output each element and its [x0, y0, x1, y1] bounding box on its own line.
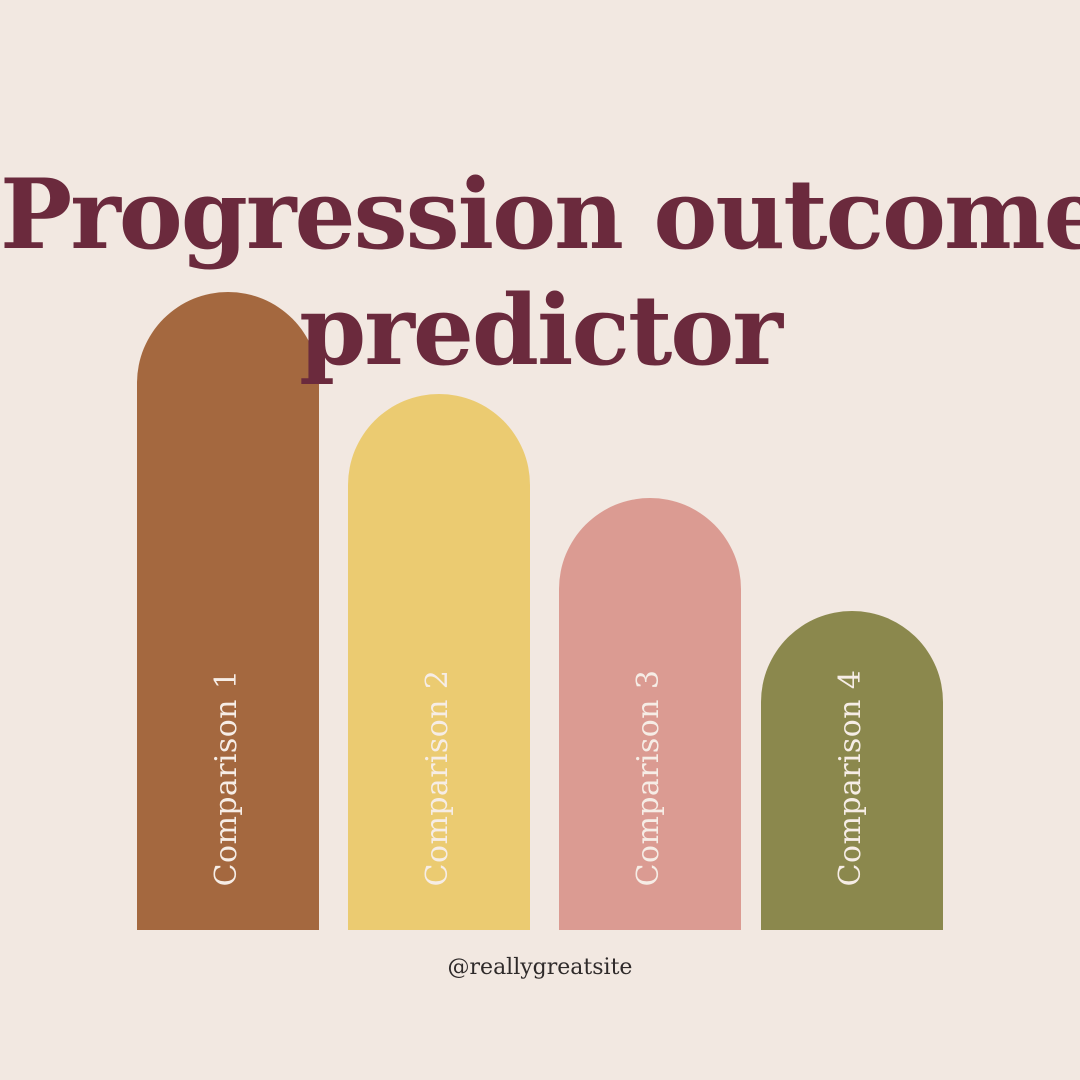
bar-label-2: Comparison 2: [420, 670, 455, 887]
title-line-2: predictor: [299, 274, 783, 387]
bar-2: [348, 394, 530, 930]
bar-4: [761, 611, 943, 930]
bar-1: [137, 292, 319, 930]
bar-label-4: Comparison 4: [833, 670, 868, 887]
bar-label-1: Comparison 1: [209, 670, 244, 887]
page-title: Progression outcome predictor: [0, 157, 1080, 389]
social-handle: @reallygreatsite: [447, 955, 633, 980]
title-line-1: Progression outcome: [0, 158, 1080, 271]
bar-3: [559, 498, 741, 930]
bar-label-3: Comparison 3: [631, 670, 666, 887]
